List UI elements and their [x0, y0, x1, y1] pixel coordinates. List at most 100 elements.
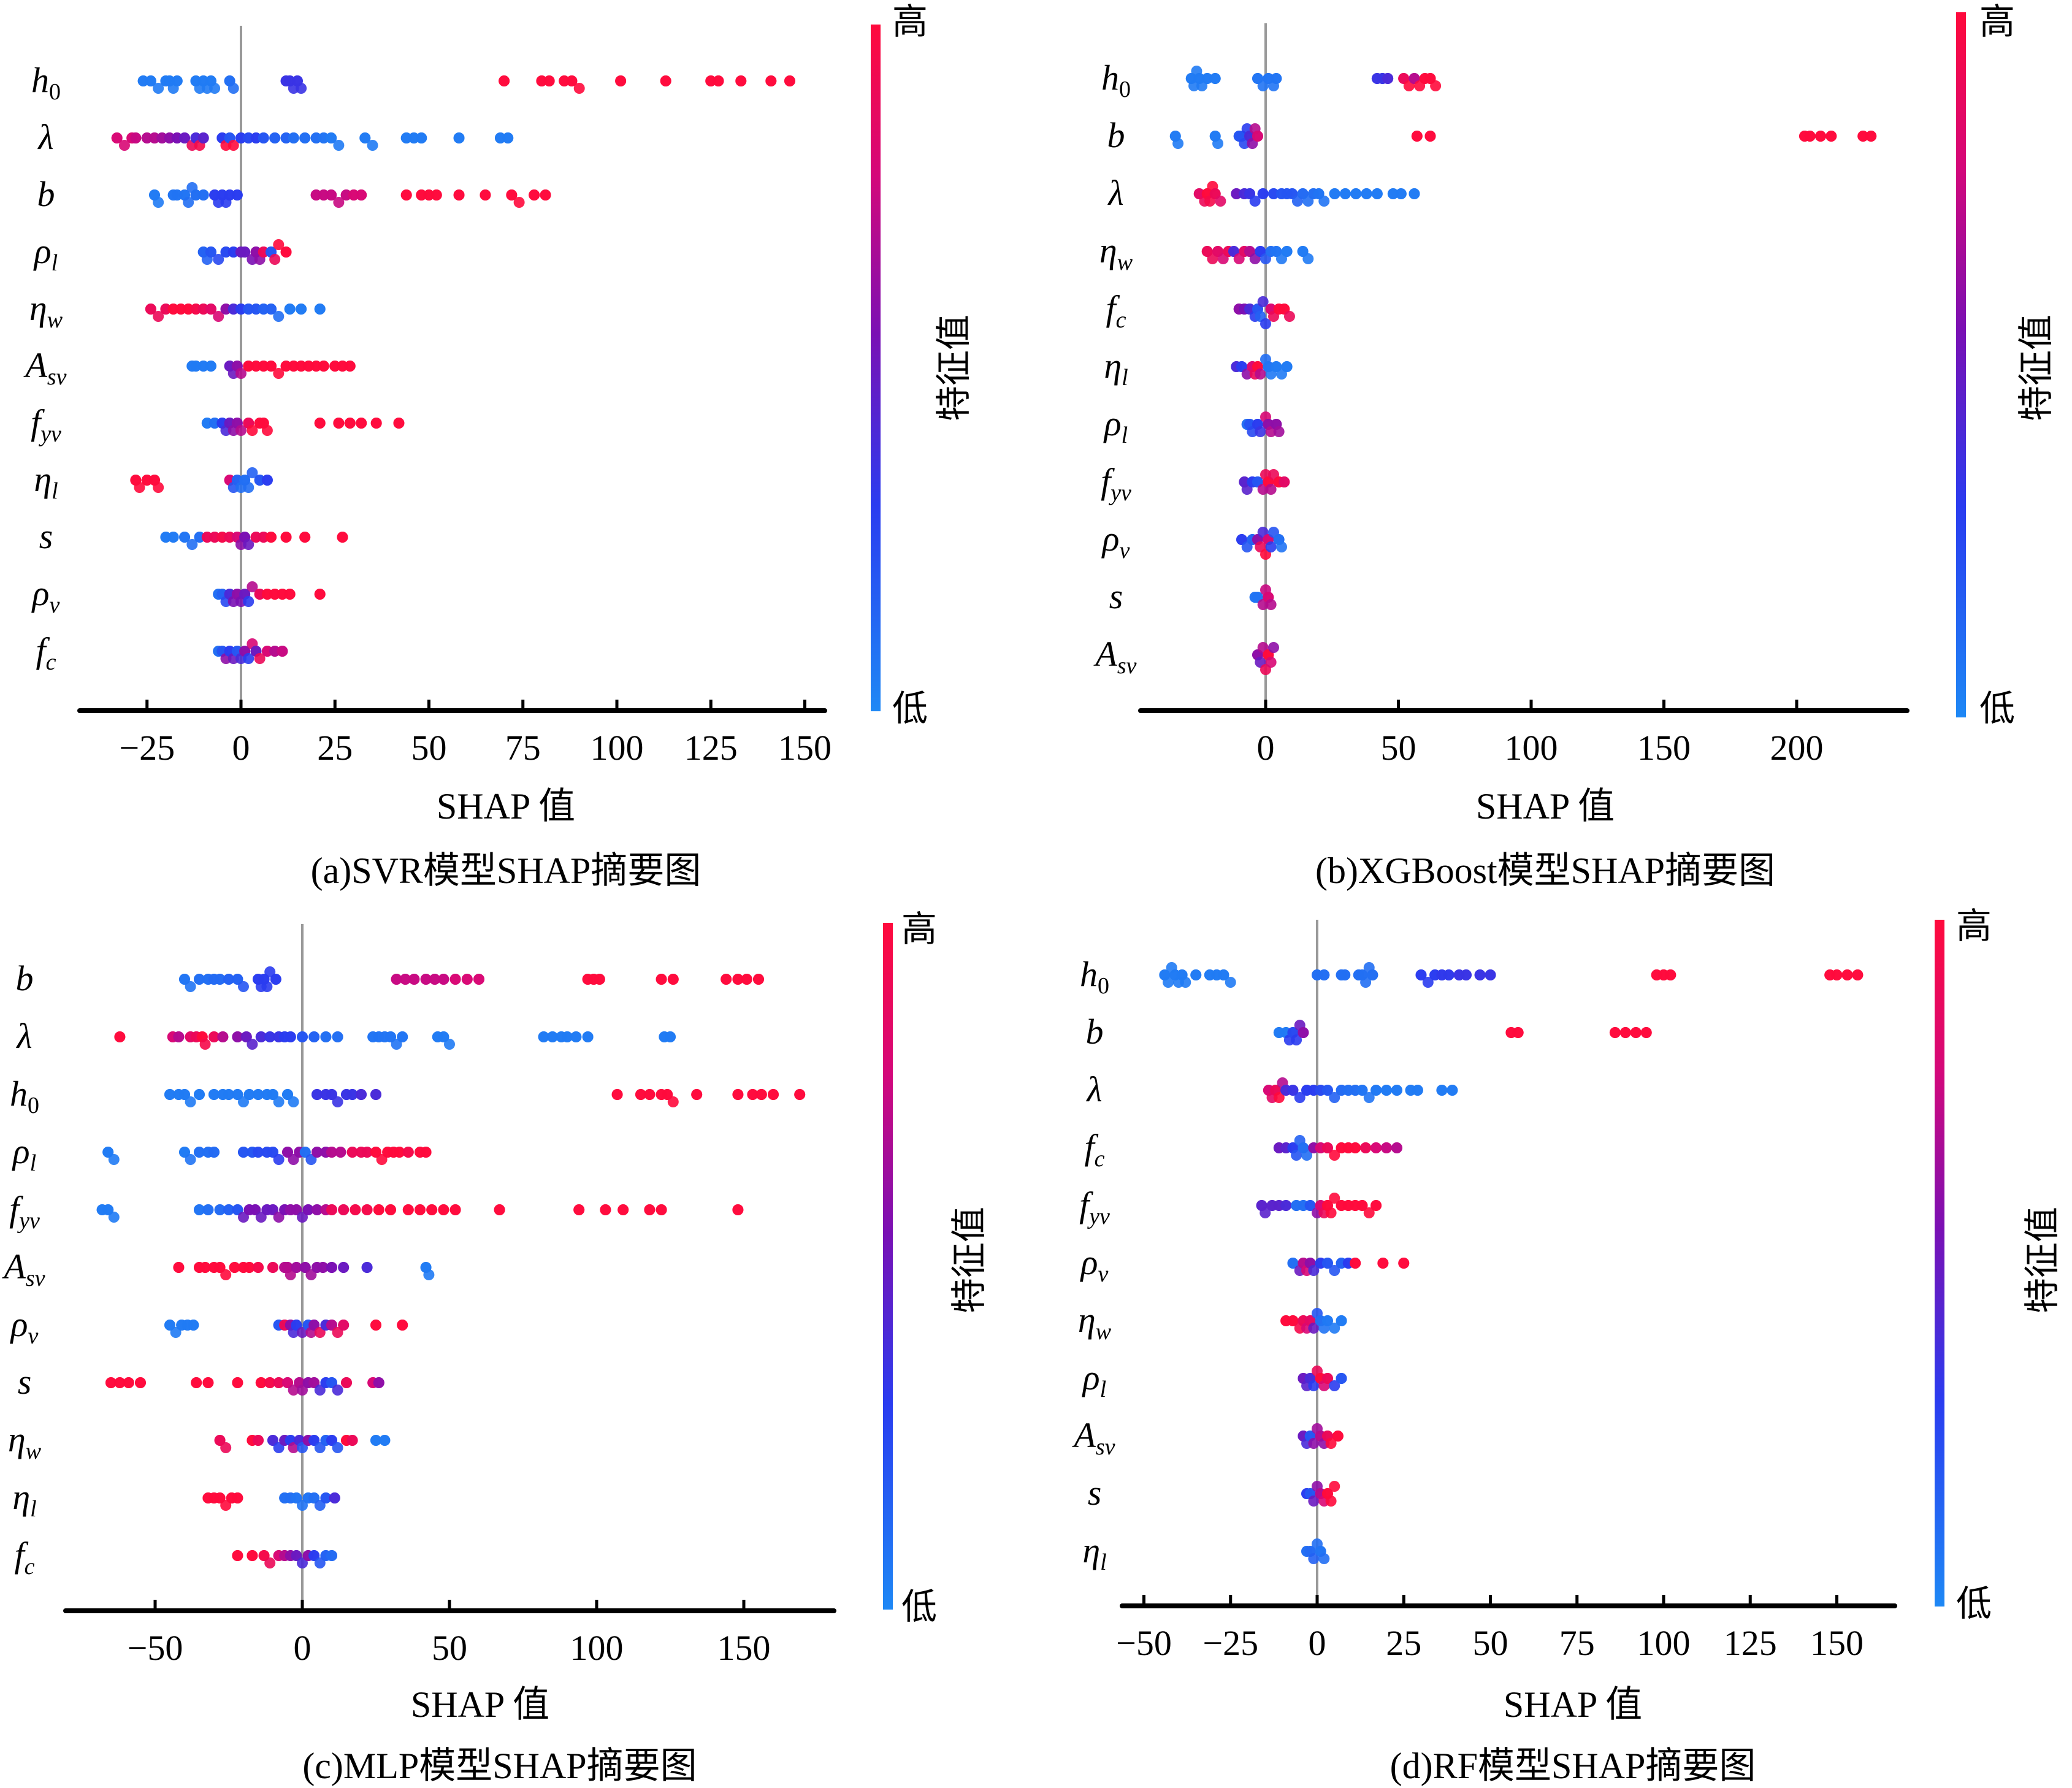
panel-a: h0 λb ρl ηw Asv fyv ηl s ρv fc −25 0 25 50 75 100 125 15… [23, 1, 974, 891]
shap-point [1265, 657, 1277, 668]
shap-point [255, 1031, 267, 1042]
shap-point [280, 532, 292, 543]
shap-point [1411, 131, 1423, 142]
panel-d: h0 bλ fc fyv ρv ηw ρl Asv s ηl −50 −25 0 25 50 75 100 12… [1071, 905, 2063, 1786]
shap-point [270, 974, 281, 985]
shap-point [273, 1096, 285, 1107]
shap-point [426, 1204, 438, 1215]
shap-point [393, 418, 405, 429]
feature-label: s [39, 516, 53, 556]
shap-point [1367, 969, 1378, 980]
shap-point [254, 653, 266, 664]
colorbar: 高 低 特征值 [1956, 1, 2057, 729]
shap-point [1361, 188, 1372, 199]
colorbar-high-label: 高 [892, 1, 928, 42]
shap-point [232, 1031, 243, 1042]
shap-point [741, 974, 752, 985]
shap-point [264, 1377, 276, 1388]
colorbar-title: 特征值 [2015, 315, 2057, 421]
shap-point [264, 966, 276, 977]
shap-point [1308, 1323, 1320, 1334]
shap-point [282, 1089, 293, 1100]
shap-point [253, 1435, 264, 1446]
shap-point [768, 1089, 779, 1100]
shap-point [223, 974, 234, 985]
x-axis: 0 50 100 150 200 [1138, 700, 1910, 768]
shap-point [288, 132, 299, 143]
panel-b: h0 bλ ηw fc ηl ρl fyv ρv s Asv 0 50 100 150 200 SHAP … [1093, 1, 2057, 891]
shap-point [247, 1550, 258, 1561]
shap-point [266, 304, 277, 315]
shap-point [220, 1500, 232, 1511]
shap-point [1225, 977, 1236, 988]
shap-point [346, 1147, 358, 1158]
shap-point [1381, 1085, 1392, 1096]
feature-label: ρv [1101, 519, 1130, 564]
feature-label: fc [1085, 1127, 1105, 1172]
shap-point [1857, 131, 1869, 142]
x-axis: −50 0 50 100 150 [63, 1600, 836, 1668]
shap-point [332, 1442, 343, 1453]
shap-point [617, 1204, 629, 1215]
shap-point [208, 1031, 220, 1042]
shap-point [370, 1435, 381, 1446]
colorbar-title: 特征值 [2021, 1207, 2063, 1313]
feature-label: ηw [1078, 1300, 1112, 1345]
shap-point [644, 1204, 656, 1215]
x-tick-label: 50 [432, 1628, 467, 1668]
shap-point [438, 1031, 449, 1042]
shap-point [314, 1500, 326, 1511]
shap-point [273, 239, 285, 250]
shap-point [194, 1147, 205, 1158]
shap-point [288, 1096, 299, 1107]
shap-point [238, 1212, 249, 1223]
shap-point [261, 475, 273, 486]
colorbar-title: 特征值 [933, 315, 974, 421]
shap-point [308, 1550, 320, 1561]
feature-label: s [18, 1362, 32, 1402]
shap-point [1283, 311, 1295, 322]
shap-point [370, 418, 382, 429]
shap-point [361, 1262, 373, 1273]
shap-point [243, 596, 254, 607]
shap-point [338, 1262, 350, 1273]
x-axis: −50 −25 0 25 50 75 100 125 150 [1116, 1595, 1897, 1663]
shap-point [529, 189, 540, 201]
shap-point [1512, 1027, 1524, 1038]
shap-point [232, 1550, 243, 1561]
shap-point [314, 589, 326, 600]
shap-point [273, 311, 285, 322]
shap-point [291, 1550, 302, 1561]
shap-point [1825, 131, 1837, 142]
shap-point [1209, 73, 1221, 84]
feature-label: b [37, 174, 55, 214]
shap-point [1329, 1193, 1340, 1204]
shap-point [232, 1204, 243, 1215]
shap-point [732, 974, 744, 985]
shap-point [338, 1204, 350, 1215]
shap-point [1329, 1323, 1340, 1334]
shap-point [194, 1089, 205, 1100]
shap-point [164, 1089, 175, 1100]
x-tick-label: −50 [128, 1628, 183, 1668]
shap-point [253, 1262, 264, 1273]
feature-label: ηl [1082, 1530, 1106, 1575]
x-tick-label: 75 [1559, 1623, 1595, 1663]
x-axis-title: SHAP 值 [1504, 1684, 1642, 1725]
feature-label: Asv [1071, 1415, 1115, 1460]
shap-point [185, 1096, 196, 1107]
shap-point [297, 1385, 308, 1396]
shap-point [732, 1204, 744, 1215]
shap-point [794, 1089, 806, 1100]
shap-point [449, 1204, 461, 1215]
panel-caption: (d)RF模型SHAP摘要图 [1390, 1746, 1756, 1786]
x-axis-title: SHAP 值 [437, 786, 575, 827]
shap-point [1329, 1481, 1340, 1492]
x-tick-label: 150 [717, 1628, 771, 1668]
shap-point [1308, 1265, 1320, 1276]
shap-point [480, 189, 491, 201]
shap-point [258, 132, 269, 143]
shap-point [1332, 1431, 1344, 1442]
shap-point [1257, 296, 1269, 307]
shap-point [220, 1269, 232, 1280]
